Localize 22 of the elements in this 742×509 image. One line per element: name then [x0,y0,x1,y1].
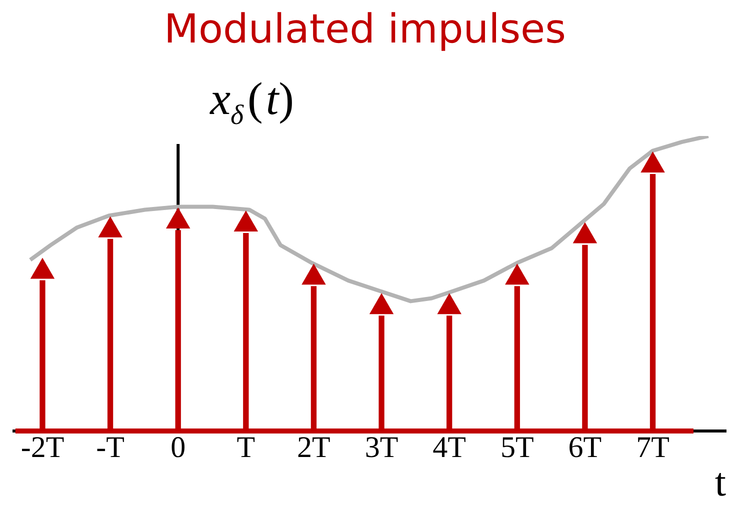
point [573,222,597,244]
x-tick-label: 5T [500,430,534,464]
point [234,211,258,232]
x-tick-label: 2T [297,430,330,464]
point [98,216,122,238]
point [302,264,326,285]
x-tick-label: 0 [170,430,186,464]
x-tick-label: 3T [364,430,398,464]
point [370,294,394,314]
x-axis-title: t [714,460,726,504]
point [166,208,190,229]
x-tick-label: T [236,430,256,464]
x-tick-label: -2T [20,430,64,464]
x-tick-label: -T [96,430,124,464]
x-tick-label: 6T [568,430,602,464]
point [505,264,529,285]
point [641,152,665,172]
chart-title: Modulated impulses [164,6,566,52]
point [30,258,54,279]
point [438,294,462,314]
x-tick-label: 4T [432,430,466,464]
x-tick-label: 7T [636,430,670,464]
